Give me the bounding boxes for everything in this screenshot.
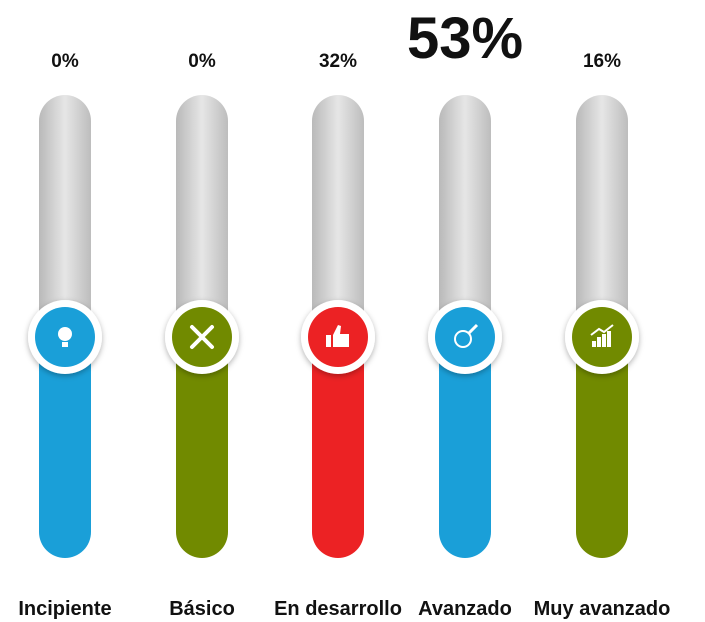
percent: 0%: [51, 51, 79, 72]
tube-fill: [576, 340, 628, 558]
icon: [190, 325, 214, 349]
percent: 53%: [407, 6, 523, 71]
tube-empty: [439, 95, 491, 340]
icon: [58, 327, 72, 347]
tube-fill: [439, 340, 491, 558]
level-column: 16% Muy avanzado: [534, 51, 671, 620]
percent: 16%: [583, 51, 621, 72]
level-column: 0% Básico: [165, 51, 239, 620]
tube: [176, 95, 228, 558]
icon-badge: [435, 307, 495, 367]
tube-fill: [176, 340, 228, 558]
tube-empty: [576, 95, 628, 340]
level-column: 32% En desarrollo: [274, 51, 402, 620]
level-label: En desarrollo: [274, 598, 402, 620]
percent: 32%: [319, 51, 357, 72]
level-label: Muy avanzado: [534, 598, 671, 620]
level-column: 0% Incipiente: [18, 51, 111, 620]
level-label: Incipiente: [18, 598, 111, 620]
tube: [439, 95, 491, 558]
tube: [39, 95, 91, 558]
icon: [326, 325, 349, 347]
tube: [312, 95, 364, 558]
tube-fill: [312, 340, 364, 558]
tube-empty: [312, 95, 364, 340]
level-column: 53% Avanzado: [407, 6, 523, 620]
tube-empty: [176, 95, 228, 340]
tube: [576, 95, 628, 558]
level-label: Avanzado: [418, 598, 512, 620]
level-label: Básico: [169, 598, 235, 620]
icon: [590, 324, 614, 347]
percent: 0%: [188, 51, 216, 72]
tube-fill: [39, 340, 91, 558]
tube-empty: [39, 95, 91, 340]
icon: [454, 323, 479, 348]
